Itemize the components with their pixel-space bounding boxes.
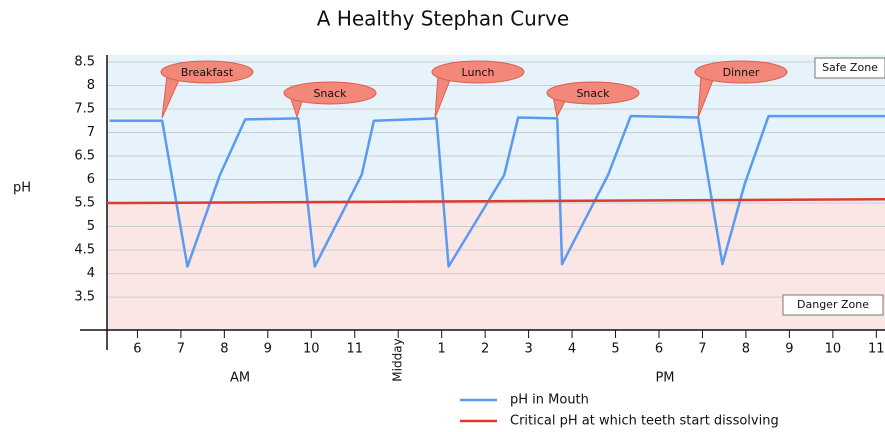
callout-bubble	[160, 60, 254, 84]
zone-label: Safe Zone	[822, 61, 878, 74]
y-tick-label: 8	[87, 78, 95, 93]
zone-label-box	[782, 294, 884, 316]
callout-bubble	[694, 60, 788, 84]
legend-label: pH in Mouth	[510, 393, 589, 408]
x-tick-label: 10	[825, 342, 842, 357]
y-tick-label: 6	[87, 172, 95, 187]
y-tick-label: 7	[87, 125, 95, 140]
callout-label: Snack	[313, 87, 347, 100]
x-tick-label: 3	[524, 342, 532, 357]
x-tick-label: 2	[481, 342, 489, 357]
x-tick-label: 5	[611, 342, 619, 357]
x-tick-label: 8	[742, 342, 750, 357]
callout-bubble	[546, 81, 640, 105]
y-tick-label: 6.5	[74, 149, 95, 164]
x-group-label: AM	[230, 371, 250, 386]
x-tick-label: 9	[785, 342, 793, 357]
x-tick-label: 6	[655, 342, 663, 357]
callout-bubble	[431, 60, 525, 84]
callout-label: Snack	[576, 87, 610, 100]
y-tick-label: 4.5	[74, 243, 95, 258]
x-tick-label: 10	[303, 342, 320, 357]
series-line	[109, 114, 885, 268]
callout-label: Dinner	[723, 66, 760, 79]
series-line	[106, 198, 885, 205]
zone-label-box	[814, 57, 885, 79]
x-tick-label: 11	[346, 342, 363, 357]
y-tick-label: 4	[87, 266, 95, 281]
x-tick-label: 6	[133, 342, 141, 357]
callout-bubble	[283, 81, 377, 105]
x-tick-label: 7	[698, 342, 706, 357]
x-group-label: PM	[655, 371, 674, 386]
zone-label: Danger Zone	[797, 298, 869, 311]
danger-zone-bg	[107, 203, 885, 330]
x-tick-label: Midday	[391, 338, 405, 381]
y-tick-label: 3.5	[74, 290, 95, 305]
x-tick-label: 11	[868, 342, 885, 357]
x-tick-label: 9	[264, 342, 272, 357]
legend-label: Critical pH at which teeth start dissolv…	[510, 414, 779, 429]
callout-label: Lunch	[462, 66, 495, 79]
y-tick-label: 5	[87, 219, 95, 234]
x-tick-label: 8	[220, 342, 228, 357]
y-tick-label: 8.5	[74, 55, 95, 70]
chart-title: A Healthy Stephan Curve	[317, 7, 569, 31]
callout-label: Breakfast	[181, 66, 234, 79]
y-axis-label: pH	[13, 181, 31, 196]
x-tick-label: 4	[568, 342, 576, 357]
x-tick-label: 7	[177, 342, 185, 357]
y-tick-label: 5.5	[74, 196, 95, 211]
x-tick-label: 1	[438, 342, 446, 357]
y-tick-label: 7.5	[74, 102, 95, 117]
